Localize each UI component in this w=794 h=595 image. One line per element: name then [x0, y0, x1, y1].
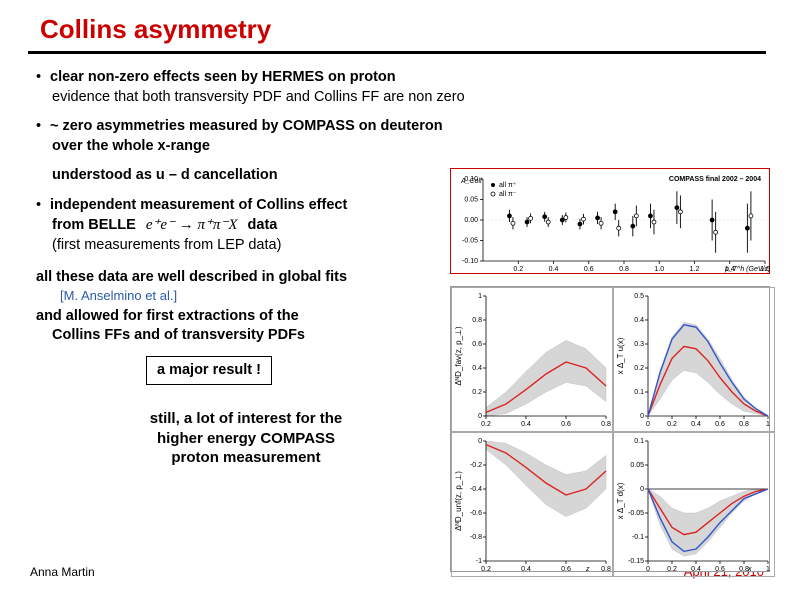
svg-text:0.2: 0.2	[634, 365, 644, 372]
svg-text:-0.6: -0.6	[470, 510, 482, 517]
bullet-4a: independent measurement of Collins effec…	[50, 197, 347, 213]
slide-title: Collins asymmetry	[0, 0, 794, 51]
svg-text:0.4: 0.4	[521, 566, 531, 573]
svg-text:0.8: 0.8	[472, 317, 482, 324]
still-2: higher energy COMPASS	[157, 430, 335, 447]
svg-text:0.6: 0.6	[715, 421, 725, 428]
svg-text:0: 0	[646, 421, 650, 428]
svg-text:0.8: 0.8	[601, 566, 611, 573]
svg-text:0.05: 0.05	[464, 197, 478, 204]
bullet-4c: data	[248, 217, 278, 233]
svg-text:x: x	[747, 566, 752, 573]
major-result-box: a major result !	[146, 356, 272, 386]
svg-text:0: 0	[646, 566, 650, 573]
svg-text:-0.2: -0.2	[470, 462, 482, 469]
svg-text:0.4: 0.4	[691, 566, 701, 573]
bullet-1-sub: evidence that both transversity PDF and …	[52, 89, 465, 105]
svg-text:0.4: 0.4	[691, 421, 701, 428]
svg-text:0.8: 0.8	[601, 421, 611, 428]
footer-author: Anna Martin	[30, 565, 95, 579]
svg-text:-0.10: -0.10	[462, 258, 478, 265]
svg-text:0.4: 0.4	[549, 266, 559, 273]
still-3: proton measurement	[171, 449, 320, 466]
svg-text:1: 1	[766, 421, 770, 428]
svg-text:-0.8: -0.8	[470, 534, 482, 541]
belle-equation: e⁺e⁻ → π⁺π⁻X	[140, 217, 244, 233]
svg-text:0: 0	[478, 413, 482, 420]
svg-text:all π⁻: all π⁻	[499, 191, 517, 198]
svg-text:0.6: 0.6	[561, 421, 571, 428]
svg-text:1.0: 1.0	[654, 266, 664, 273]
svg-text:x Δ_T d(x): x Δ_T d(x)	[616, 482, 625, 519]
svg-text:-1: -1	[476, 558, 482, 565]
svg-text:0.1: 0.1	[634, 438, 644, 445]
svg-text:0.2: 0.2	[472, 389, 482, 396]
still-1: still, a lot of interest for the	[150, 410, 343, 427]
svg-text:0.8: 0.8	[619, 266, 629, 273]
svg-text:p_T^h (GeV/c): p_T^h (GeV/c)	[724, 266, 770, 273]
svg-text:0.2: 0.2	[667, 566, 677, 573]
panel-xdtu: 0 0.2 0.4 0.6 0.8 1 0 0.1 0.2 0.3 0.4 0.5 x Δ_T u(x)	[613, 287, 775, 432]
svg-text:0.1: 0.1	[634, 389, 644, 396]
svg-text:0.2: 0.2	[481, 566, 491, 573]
svg-text:ΔᴺD_unf(z, p_⊥): ΔᴺD_unf(z, p_⊥)	[454, 471, 463, 531]
bullet-2: •~ zero asymmetries measured by COMPASS …	[36, 117, 758, 156]
panel-unf: 0.2 0.4 0.6 0.8 -1 -0.8 -0.6 -0.4 -0.2 0 ΔᴺD_unf(z…	[451, 432, 613, 577]
svg-text:all π⁺: all π⁺	[499, 182, 517, 189]
svg-text:0.2: 0.2	[667, 421, 677, 428]
svg-text:COMPASS final 2002 – 2004: COMPASS final 2002 – 2004	[669, 176, 761, 183]
svg-text:0.6: 0.6	[584, 266, 594, 273]
svg-text:0.05: 0.05	[630, 462, 644, 469]
svg-text:-0.4: -0.4	[470, 486, 482, 493]
compass-chart: 0.20.40.60.81.01.21.41.6-0.10-0.050.000.…	[450, 168, 770, 274]
svg-text:0.8: 0.8	[739, 421, 749, 428]
svg-text:-0.1: -0.1	[632, 534, 644, 541]
svg-text:1.2: 1.2	[690, 266, 700, 273]
compass-svg: 0.20.40.60.81.01.21.41.6-0.10-0.050.000.…	[451, 169, 771, 275]
panel-xdtd: 00.20.40.60.81-0.15-0.1-0.0500.050.1x Δ_…	[613, 432, 775, 577]
panel-fav: 0.20.40.60.800.20.40.60.81ΔᴺD_fav(z, p_⊥…	[451, 287, 613, 432]
svg-text:0.4: 0.4	[472, 365, 482, 372]
svg-text:1: 1	[766, 566, 770, 573]
svg-text:-0.05: -0.05	[628, 510, 644, 517]
svg-text:-0.15: -0.15	[628, 558, 644, 565]
bullet-4b: from BELLE	[52, 217, 136, 233]
title-rule	[28, 51, 766, 54]
svg-text:0: 0	[640, 413, 644, 420]
svg-text:0.6: 0.6	[715, 566, 725, 573]
svg-text:0.4: 0.4	[634, 317, 644, 324]
svg-text:0.2: 0.2	[481, 421, 491, 428]
still-block: still, a lot of interest for the higher …	[96, 409, 396, 468]
svg-text:0.2: 0.2	[513, 266, 523, 273]
four-panel-chart: 0.20.40.60.800.20.40.60.81ΔᴺD_fav(z, p_⊥…	[450, 286, 770, 572]
bullet-2-sub: over the whole x-range	[52, 138, 210, 154]
svg-text:0.00: 0.00	[464, 217, 478, 224]
svg-text:0.6: 0.6	[561, 566, 571, 573]
svg-text:0.4: 0.4	[521, 421, 531, 428]
svg-text:0: 0	[640, 486, 644, 493]
bullet-2-text: ~ zero asymmetries measured by COMPASS o…	[50, 118, 443, 134]
svg-text:0.6: 0.6	[472, 341, 482, 348]
svg-text:-0.05: -0.05	[462, 238, 478, 245]
bullet-1: •clear non-zero effects seen by HERMES o…	[36, 68, 758, 107]
bullet-4-sub: (first measurements from LEP data)	[52, 237, 281, 253]
svg-text:0.3: 0.3	[634, 341, 644, 348]
svg-text:1: 1	[478, 293, 482, 300]
svg-text:A_Coll: A_Coll	[460, 178, 482, 185]
svg-text:x Δ_T u(x): x Δ_T u(x)	[616, 337, 625, 374]
svg-text:z: z	[585, 566, 590, 573]
svg-text:0: 0	[478, 438, 482, 445]
svg-text:ΔᴺD_fav(z, p_⊥): ΔᴺD_fav(z, p_⊥)	[454, 326, 463, 386]
bullet-1-text: clear non-zero effects seen by HERMES on…	[50, 69, 396, 85]
svg-text:0.5: 0.5	[634, 293, 644, 300]
